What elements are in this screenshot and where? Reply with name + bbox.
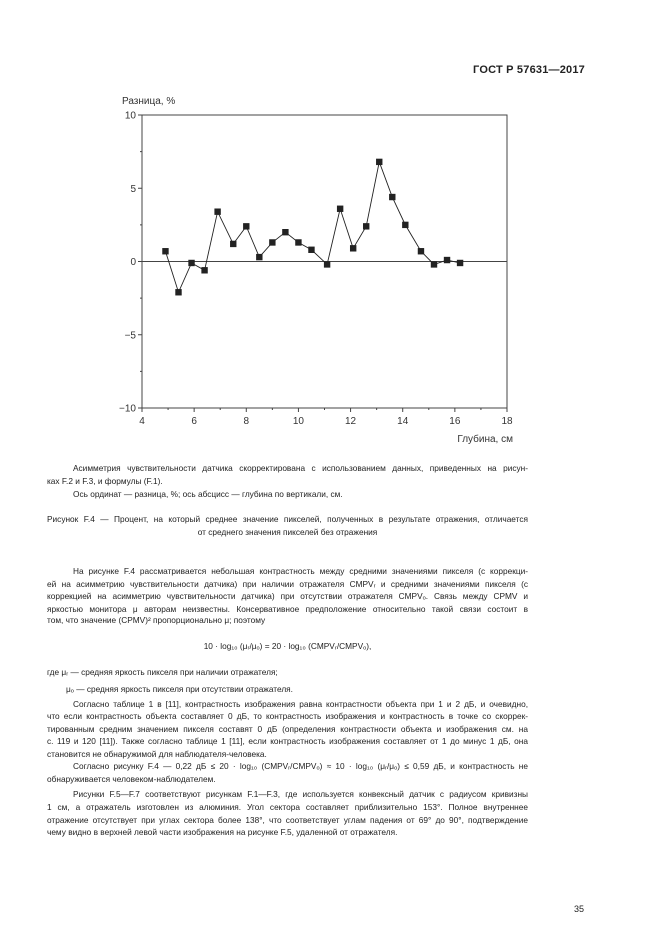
data-point	[430, 261, 438, 268]
paragraph-line: отражение отсутствует при углах сектора …	[47, 815, 528, 825]
paragraph-line: обнаруживается человеком-наблюдателем.	[47, 774, 216, 784]
data-point	[456, 259, 464, 267]
data-point	[175, 289, 182, 296]
y-tick-label: 5	[130, 184, 136, 195]
data-point	[389, 193, 396, 201]
data-point	[308, 246, 315, 253]
data-point	[162, 248, 169, 255]
paragraph-line: чему видно в верхней левой части изображ…	[47, 827, 398, 837]
paragraph-line: 1 см, а отражатель изготовлен из алюмини…	[47, 802, 528, 812]
y-tick-label: −10	[119, 404, 136, 415]
paragraph-line: коррекцией на асимметрию чувствительност…	[47, 591, 528, 601]
paragraph-line: тированным средним значением пикселя сос…	[47, 724, 528, 734]
series-line	[165, 160, 461, 294]
formula: 10 · log₁₀ (μᵣ/μₒ) = 20 · log₁₀ (CMPVᵣ/C…	[203, 641, 372, 651]
paragraph-line: Согласно таблице 1 в [11], контрастность…	[73, 699, 528, 709]
paragraph-line: становится не обнаружимой для наблюдател…	[47, 749, 267, 759]
document-code: ГОСТ Р 57631—2017	[473, 64, 585, 76]
note-line: Ось ординат — разница, %; ось абсцисс — …	[73, 489, 343, 499]
paragraph-line: том, что значение (CPMV)² пропорциональн…	[47, 615, 266, 625]
figure-caption: Рисунок F.4 — Процент, на который средне…	[47, 514, 528, 524]
data-point	[256, 253, 263, 261]
data-point	[201, 267, 208, 274]
data-point	[376, 158, 383, 166]
data-point	[349, 245, 357, 252]
data-point	[402, 221, 409, 229]
x-tick-label: 12	[345, 416, 357, 427]
paragraph-line: с. 119 и 120 [11]). Также согласно табли…	[47, 736, 528, 746]
where-line: μₒ — средняя яркость пикселя при отсутст…	[66, 684, 293, 694]
x-tick-label: 6	[191, 416, 197, 427]
paragraph-line: Рисунки F.5—F.7 соответствуют рисункам F…	[73, 789, 528, 799]
x-tick-label: 4	[139, 416, 145, 427]
data-point	[336, 205, 344, 212]
data-point	[230, 240, 237, 248]
data-point	[363, 223, 370, 230]
data-point	[269, 239, 276, 246]
paragraph-line: что если контрастность объекта составляе…	[47, 711, 528, 721]
paragraph-line: Согласно рисунку F.4 — 0,22 дБ ≤ 20 · lo…	[73, 761, 528, 771]
where-line: где μᵣ — средняя яркость пикселя при нал…	[47, 667, 278, 677]
x-axis-label: Глубина, см	[457, 433, 513, 445]
data-point	[282, 229, 289, 236]
x-tick-label: 16	[449, 416, 461, 427]
data-point	[188, 259, 195, 267]
paragraph-line: ей на асимметрию чувствительности датчик…	[47, 579, 528, 589]
page-number: 35	[574, 904, 585, 914]
figure-f4-chart: Разница, % Глубина, см 4 6 8 10 12 14 16 18 10 5 0…	[119, 96, 513, 445]
y-axis-label: Разница, %	[122, 96, 175, 107]
data-point	[243, 223, 250, 230]
note-line: Асимметрия чувствительности датчика скор…	[73, 463, 528, 473]
paragraph-line: На рисунке F.4 рассматривается небольшая…	[73, 566, 528, 576]
data-point	[417, 248, 425, 255]
data-point	[295, 239, 302, 246]
data-point	[214, 208, 221, 215]
y-tick-label: −5	[125, 330, 137, 341]
y-tick-label: 10	[125, 111, 137, 122]
note-line: ках F.2 и F.3, и формулы (F.1).	[47, 476, 163, 486]
x-tick-label: 14	[397, 416, 409, 427]
y-tick-label: 0	[130, 257, 136, 268]
paragraph-line: яркостью монитора μ авторам неизвестны. …	[47, 604, 528, 614]
x-tick-label: 18	[501, 416, 513, 427]
x-tick-label: 10	[293, 416, 305, 427]
x-tick-label: 8	[244, 416, 250, 427]
data-point	[443, 256, 451, 264]
figure-caption: от среднего значения пикселей без отраже…	[197, 527, 378, 537]
data-point	[323, 261, 331, 268]
